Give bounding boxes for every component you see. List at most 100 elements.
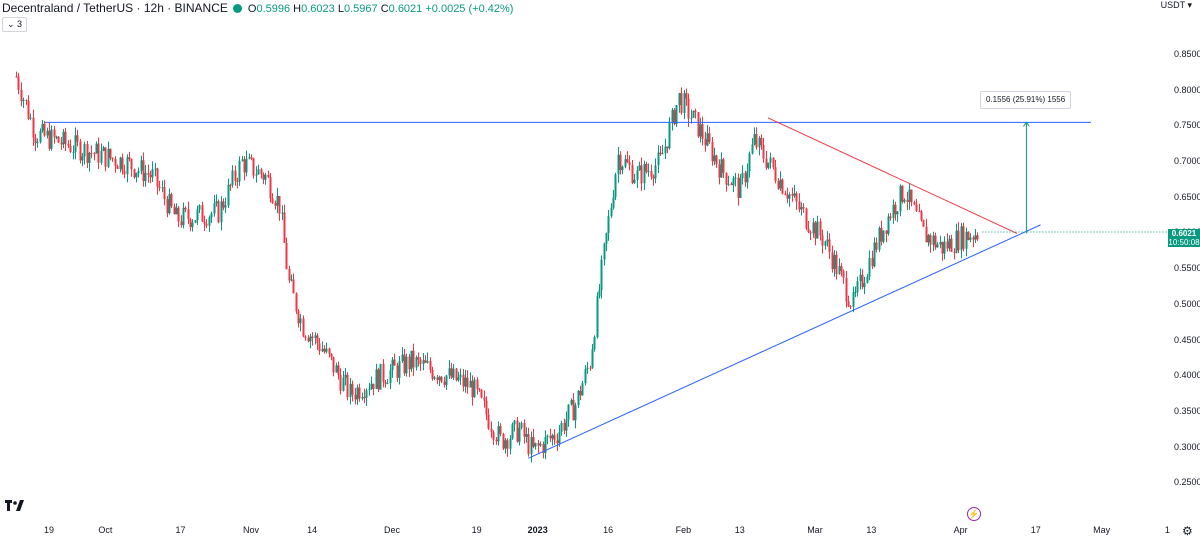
candle-body bbox=[149, 175, 152, 178]
candle-body bbox=[706, 133, 709, 146]
candle-body bbox=[22, 100, 25, 102]
candle-body bbox=[638, 165, 641, 171]
candle-body bbox=[175, 207, 178, 215]
candle-body bbox=[925, 226, 928, 243]
candle-body bbox=[527, 434, 530, 455]
candle-body bbox=[55, 136, 58, 138]
candle-body bbox=[426, 361, 429, 363]
candle-body bbox=[537, 442, 540, 446]
candle-body bbox=[234, 170, 237, 182]
symbol-title[interactable]: Decentraland / TetherUS · 12h · BINANCE bbox=[2, 1, 228, 15]
candle-body bbox=[772, 157, 775, 168]
candle-body bbox=[765, 158, 768, 168]
candle-body bbox=[161, 187, 164, 189]
candle-body bbox=[769, 157, 772, 163]
candle-body bbox=[309, 336, 312, 342]
candle-body bbox=[539, 443, 542, 446]
candle-body bbox=[344, 374, 347, 378]
candle-body bbox=[551, 435, 554, 439]
currency-selector[interactable]: USDT ▾ bbox=[1160, 0, 1192, 10]
candle-body bbox=[60, 142, 63, 145]
candle-body bbox=[382, 363, 385, 383]
candle-body bbox=[657, 152, 660, 166]
time-tick-label: Feb bbox=[675, 525, 692, 535]
candle-body bbox=[819, 221, 822, 236]
candle-body bbox=[236, 181, 239, 183]
candle-body bbox=[379, 363, 382, 390]
price-tick-label: 0.5000 bbox=[1174, 298, 1200, 309]
candle-body bbox=[910, 189, 913, 203]
candle-body bbox=[617, 154, 620, 175]
market-status-icon bbox=[232, 4, 242, 13]
measure-label[interactable]: 0.1556 (25.91%) 1556 bbox=[980, 91, 1072, 109]
candle-body bbox=[314, 335, 317, 339]
candle-body bbox=[222, 201, 225, 208]
indicators-toggle-button[interactable]: ⌄ 3 bbox=[2, 17, 28, 32]
candle-body bbox=[109, 148, 112, 158]
time-tick-label: 17 bbox=[1030, 525, 1041, 535]
candle-body bbox=[715, 155, 718, 165]
candle-body bbox=[899, 185, 902, 212]
candle-body bbox=[499, 426, 502, 434]
close-value: 0.6021 bbox=[388, 3, 423, 15]
candle-body bbox=[948, 238, 951, 249]
candle-body bbox=[713, 155, 716, 162]
candle-body bbox=[795, 193, 798, 202]
candle-body bbox=[871, 257, 874, 267]
candle-body bbox=[929, 235, 932, 245]
candle-body bbox=[784, 193, 787, 196]
candle-body bbox=[497, 426, 500, 442]
candle-body bbox=[130, 159, 133, 170]
candle-body bbox=[257, 169, 260, 175]
candle-body bbox=[873, 242, 876, 267]
candle-body bbox=[887, 216, 890, 234]
candle-body bbox=[751, 144, 754, 154]
price-tick-label: 0.2500 bbox=[1174, 477, 1200, 488]
candle-body bbox=[358, 387, 361, 399]
candle-body bbox=[316, 335, 319, 344]
candle-body bbox=[462, 374, 465, 387]
ascending-trendline[interactable] bbox=[528, 224, 1041, 459]
candle-body bbox=[410, 350, 413, 370]
candle-body bbox=[845, 277, 848, 302]
candle-body bbox=[927, 235, 930, 243]
candle-body bbox=[628, 162, 631, 166]
candle-body bbox=[386, 383, 389, 385]
candle-body bbox=[50, 129, 53, 149]
candle-body bbox=[41, 123, 44, 131]
gear-icon[interactable]: ⚙ bbox=[1182, 524, 1193, 538]
candle-body bbox=[943, 241, 946, 254]
candle-body bbox=[915, 204, 918, 212]
candle-body bbox=[337, 365, 340, 375]
candle-body bbox=[621, 166, 624, 171]
candle-body bbox=[913, 202, 916, 205]
candle-body bbox=[393, 359, 396, 366]
time-tick-label: Dec bbox=[384, 525, 401, 535]
candle-body bbox=[812, 222, 815, 234]
candle-body bbox=[62, 131, 65, 145]
descending-trendline[interactable] bbox=[767, 117, 1018, 234]
candle-body bbox=[833, 254, 836, 270]
candle-body bbox=[351, 383, 354, 395]
candle-body bbox=[144, 172, 147, 182]
tradingview-logo-icon[interactable] bbox=[5, 500, 25, 513]
candle-body bbox=[389, 370, 392, 384]
candle-body bbox=[483, 397, 486, 401]
candle-body bbox=[330, 353, 333, 357]
candle-body bbox=[269, 177, 272, 199]
flash-icon[interactable]: ⚡ bbox=[967, 507, 981, 521]
candle-body bbox=[25, 100, 28, 102]
bar-countdown: 10:50:08 bbox=[1168, 238, 1200, 247]
candle-body bbox=[704, 138, 707, 146]
candle-body bbox=[450, 368, 453, 378]
time-tick-label: 13 bbox=[734, 525, 745, 535]
candle-body bbox=[802, 207, 805, 209]
candle-body bbox=[607, 216, 610, 233]
candle-body bbox=[960, 226, 963, 251]
candle-body bbox=[755, 134, 758, 148]
candle-body bbox=[626, 159, 629, 163]
candle-body bbox=[126, 157, 129, 175]
candle-body bbox=[659, 152, 662, 154]
candle-body bbox=[572, 399, 575, 421]
